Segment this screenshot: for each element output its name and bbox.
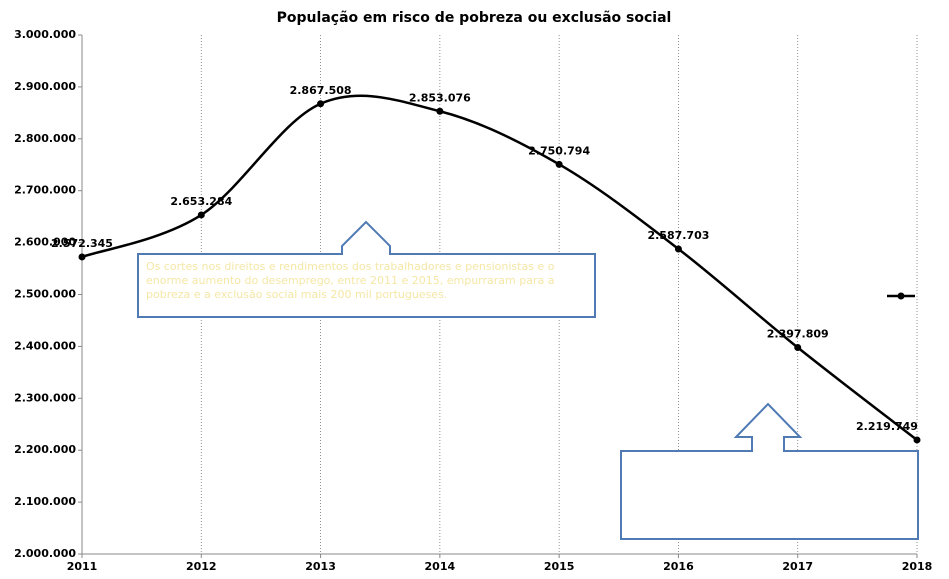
annotation: Os cortes nos direitos e rendimentos dos… [146,260,555,301]
point [197,211,205,219]
point [913,436,921,444]
x-tick-label: 2014 [425,560,456,573]
point [794,344,802,352]
callout [137,220,596,318]
y-tick-label: 2.100.000 [14,495,76,508]
line [81,94,918,441]
plot: 2.000.000 2.100.000 2.200.000 2.300.000 2.40… [14,28,932,573]
data-label: 2.750.794 [528,144,590,157]
data-label: 2.867.508 [290,84,352,97]
data-label: 2.219.749 [856,420,918,433]
x-tick-label: 2013 [305,560,336,573]
y-tick-label: 2.700.000 [14,184,76,197]
y-tick-label: 2.600.000 [14,236,76,249]
point [317,100,325,108]
x-tick-label: 2016 [663,560,694,573]
y-tick-label: 2.300.000 [14,391,76,404]
callout [620,402,919,540]
data-label: 2.397.809 [767,328,829,341]
data-label: 2.572.345 [51,237,113,250]
x-tick-label: 2015 [544,560,575,573]
data-label: 2.653.284 [170,195,232,208]
y-tick-label: 2.400.000 [14,339,76,352]
point [436,107,444,115]
x-tick-label: 2018 [902,560,933,573]
data-label: 2.853.076 [409,91,471,104]
legend-swatch [897,292,905,300]
y-tick-label: 2.900.000 [14,80,76,93]
x-tick-label: 2012 [186,560,217,573]
x-tick-label: 2011 [67,560,98,573]
chart-title: População em risco de pobreza ou exclusã… [277,10,672,26]
y-tick-label: 2.200.000 [14,443,76,456]
y-tick-label: 2.000.000 [14,547,76,560]
point [674,245,682,253]
y-tick-label: 3.000.000 [14,28,76,41]
point [78,253,86,261]
data-label: 2.587.703 [647,229,709,242]
point [555,160,563,168]
y-tick-label: 2.800.000 [14,132,76,145]
x-tick-label: 2017 [782,560,813,573]
y-tick-label: 2.500.000 [14,288,76,301]
